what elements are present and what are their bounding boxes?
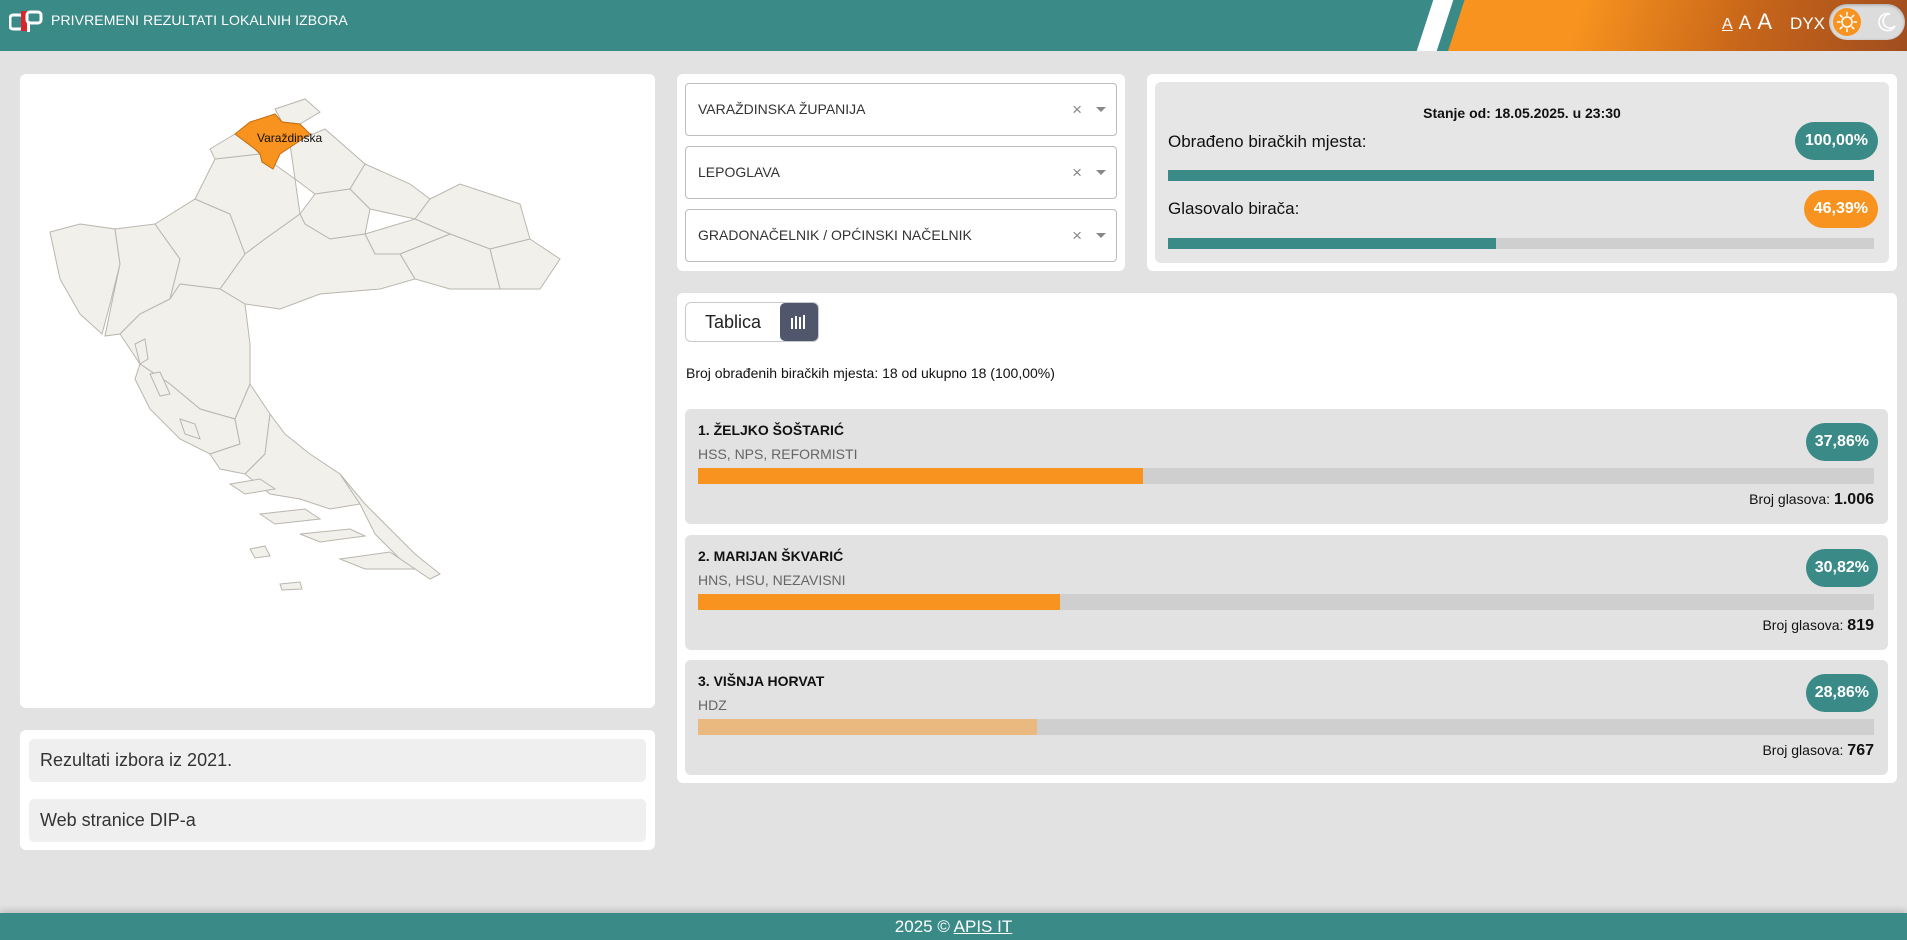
votes-value: 767 — [1847, 742, 1874, 759]
chevron-down-icon[interactable] — [1096, 233, 1106, 238]
island — [134, 338, 149, 365]
turnout-progress — [1168, 238, 1874, 249]
candidate-name: 2. MARIJAN ŠKVARIĆ — [698, 548, 844, 564]
theme-toggle[interactable] — [1829, 4, 1905, 40]
turnout-progress-fill — [1168, 238, 1496, 249]
municipality-select[interactable]: LEPOGLAVA × — [685, 146, 1117, 199]
font-size-large-button[interactable]: A — [1757, 9, 1773, 34]
votes-value: 819 — [1847, 617, 1874, 634]
header-accent-stripe — [1416, 0, 1454, 51]
link-web-dip[interactable]: Web stranice DIP-a — [29, 799, 646, 842]
candidate-votes: Broj glasova: 1.006 — [1749, 491, 1874, 509]
candidate-progress — [698, 719, 1874, 735]
chevron-down-icon[interactable] — [1096, 107, 1106, 112]
candidate-row: 1. ŽELJKO ŠOŠTARIĆ HSS, NPS, REFORMISTI … — [685, 409, 1888, 524]
election-type-select-value: GRADONAČELNIK / OPĆINSKI NAČELNIK — [698, 227, 972, 243]
candidate-progress-fill — [698, 719, 1038, 735]
clear-election-type-icon[interactable]: × — [1072, 226, 1082, 245]
chevron-down-icon[interactable] — [1096, 170, 1106, 175]
link-rezultati-2021[interactable]: Rezultati izbora iz 2021. — [29, 739, 646, 782]
croatia-map[interactable]: Varaždinska — [20, 74, 655, 708]
island — [338, 551, 417, 570]
municipality-select-value: LEPOGLAVA — [698, 164, 780, 180]
clear-municipality-icon[interactable]: × — [1072, 163, 1082, 182]
app-title: PRIVREMENI REZULTATI LOKALNIH IZBORA — [51, 12, 348, 28]
island — [279, 581, 303, 591]
tab-table[interactable]: Tablica — [704, 312, 762, 332]
candidate-percent-badge: 37,86% — [1805, 423, 1878, 461]
county-medimurska — [274, 98, 321, 125]
county-select-value: VARAŽDINSKA ŽUPANIJA — [698, 101, 866, 117]
font-size-medium-button[interactable]: A — [1738, 13, 1752, 34]
map-card: Varaždinska — [20, 74, 655, 708]
footer-apis-link[interactable]: APIS IT — [953, 917, 1013, 936]
clear-county-icon[interactable]: × — [1072, 100, 1082, 119]
bar-chart-icon — [791, 315, 805, 329]
sun-icon — [1833, 8, 1861, 36]
island — [299, 528, 367, 543]
candidate-votes: Broj glasova: 819 — [1762, 617, 1874, 635]
filter-card: VARAŽDINSKA ŽUPANIJA × LEPOGLAVA × GRADO… — [677, 74, 1125, 271]
island — [258, 508, 322, 525]
candidate-percent-badge: 30,82% — [1805, 549, 1878, 587]
candidate-percent-badge: 28,86% — [1805, 674, 1878, 712]
results-card: Tablica Broj obrađenih biračkih mjesta: … — [677, 293, 1897, 783]
candidate-name: 3. VIŠNJA HORVAT — [698, 673, 825, 689]
candidate-row: 3. VIŠNJA HORVAT HDZ 28,86% Broj glasova… — [685, 660, 1888, 775]
candidate-progress-fill — [698, 594, 1061, 610]
votes-value: 1.006 — [1833, 491, 1874, 508]
moon-icon — [1873, 8, 1901, 36]
turnout-label: Glasovalo birača: — [1168, 199, 1300, 218]
font-size-controls: A A A DYX — [1722, 9, 1825, 35]
island — [228, 478, 277, 495]
island — [179, 418, 201, 440]
footer: 2025 © APIS IT — [0, 913, 1907, 940]
county-varazdinska — [234, 113, 311, 170]
votes-label: Broj glasova: — [1762, 617, 1844, 633]
island — [149, 371, 171, 397]
island — [249, 545, 271, 559]
processed-info: Broj obrađenih biračkih mjesta: 18 od uk… — [686, 365, 1055, 381]
app-header: PRIVREMENI REZULTATI LOKALNIH IZBORA A A… — [0, 0, 1907, 51]
candidate-parties: HNS, HSU, NEZAVISNI — [698, 572, 846, 588]
candidate-progress — [698, 594, 1874, 610]
county-dubrovacka — [339, 473, 441, 580]
candidate-progress-fill — [698, 468, 1144, 484]
votes-label: Broj glasova: — [1762, 742, 1844, 758]
view-toggle: Tablica — [685, 302, 819, 342]
candidate-name: 1. ŽELJKO ŠOŠTARIĆ — [698, 422, 844, 438]
county-vukovarska — [489, 238, 561, 290]
candidate-votes: Broj glasova: 767 — [1762, 742, 1874, 760]
processed-stations-badge: 100,00% — [1794, 122, 1878, 160]
candidate-progress — [698, 468, 1874, 484]
map-region-label: Varaždinska — [257, 131, 322, 145]
turnout-badge: 46,39% — [1803, 190, 1878, 228]
county-sisacka — [219, 213, 416, 310]
election-type-select[interactable]: GRADONAČELNIK / OPĆINSKI NAČELNIK × — [685, 209, 1117, 262]
votes-label: Broj glasova: — [1749, 491, 1831, 507]
county-istarska — [49, 223, 121, 335]
font-size-small-button[interactable]: A — [1722, 16, 1733, 33]
candidate-parties: HSS, NPS, REFORMISTI — [698, 446, 858, 462]
processed-stations-progress-fill — [1168, 170, 1874, 181]
dip-logo-icon[interactable] — [9, 9, 43, 33]
links-card: Rezultati izbora iz 2021. Web stranice D… — [20, 730, 655, 850]
status-timestamp: Stanje od: 18.05.2025. u 23:30 — [1423, 105, 1621, 121]
dyslexia-font-button[interactable]: DYX — [1790, 14, 1826, 33]
candidate-row: 2. MARIJAN ŠKVARIĆ HNS, HSU, NEZAVISNI 3… — [685, 535, 1888, 650]
candidate-parties: HDZ — [698, 697, 727, 713]
processed-stations-progress — [1168, 170, 1874, 181]
footer-copyright: 2025 © — [894, 917, 954, 936]
county-select[interactable]: VARAŽDINSKA ŽUPANIJA × — [685, 83, 1117, 136]
stats-card: Stanje od: 18.05.2025. u 23:30 Obrađeno … — [1147, 74, 1897, 271]
tab-chart[interactable] — [780, 303, 818, 341]
processed-stations-label: Obrađeno biračkih mjesta: — [1168, 132, 1367, 151]
